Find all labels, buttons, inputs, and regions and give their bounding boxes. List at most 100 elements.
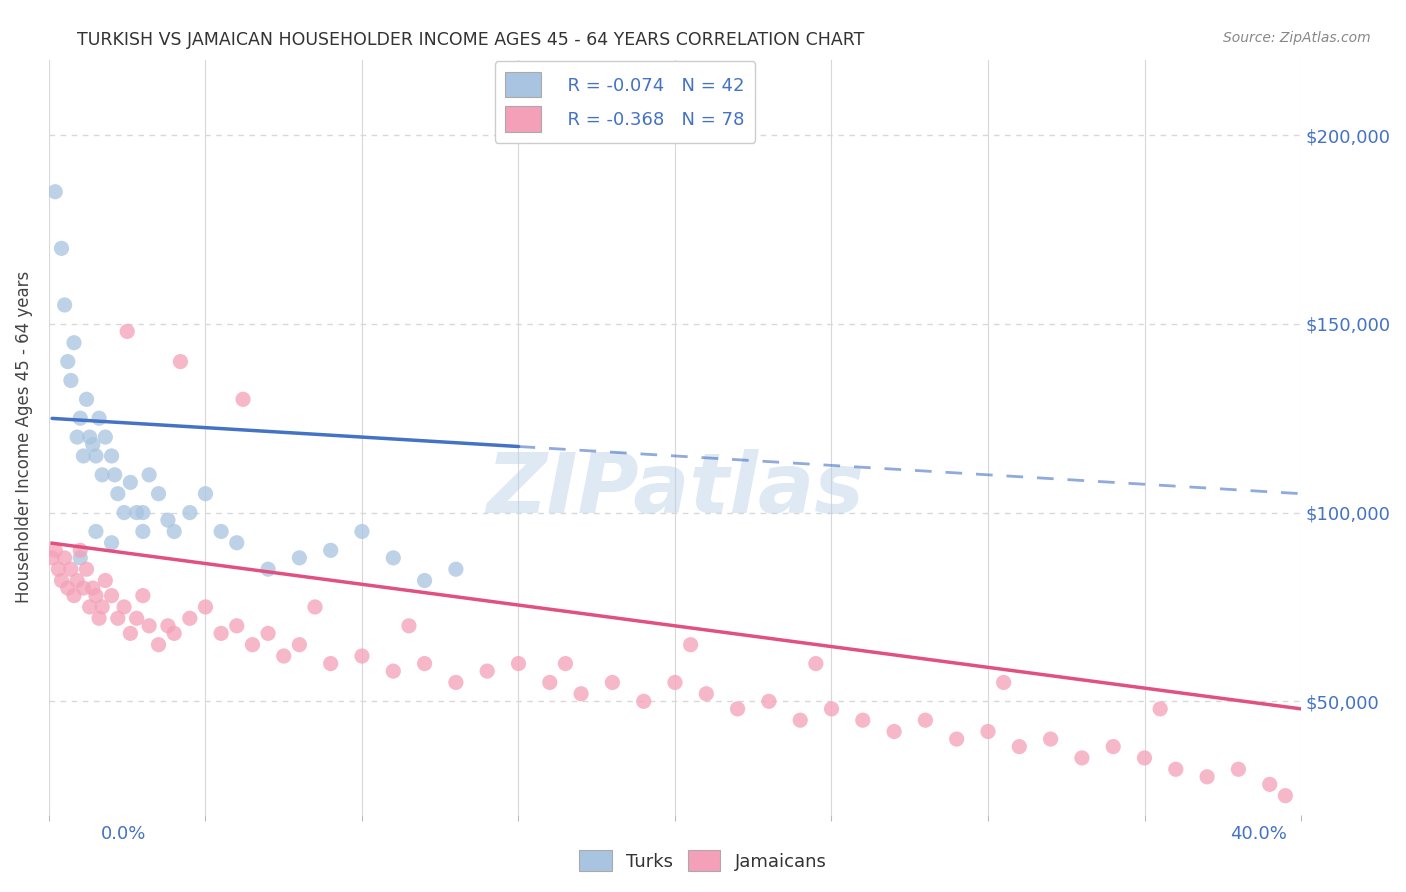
Point <box>993 675 1015 690</box>
Point <box>304 599 326 614</box>
Point <box>194 486 217 500</box>
Point <box>107 611 129 625</box>
Text: 0.0%: 0.0% <box>101 825 146 843</box>
Point <box>727 702 749 716</box>
Point <box>1102 739 1125 754</box>
Point <box>350 648 373 663</box>
Point <box>112 599 135 614</box>
Point <box>79 599 101 614</box>
Point <box>382 664 405 678</box>
Point <box>100 589 122 603</box>
Point <box>138 467 160 482</box>
Point <box>1008 739 1031 754</box>
Point <box>115 325 138 339</box>
Point <box>125 506 148 520</box>
Point <box>1258 777 1281 791</box>
Point <box>273 648 295 663</box>
Text: ZIPatlas: ZIPatlas <box>486 450 863 531</box>
Point <box>257 626 280 640</box>
Point <box>82 581 104 595</box>
Point <box>413 574 436 588</box>
Point <box>87 411 110 425</box>
Point <box>44 543 66 558</box>
Point <box>41 550 63 565</box>
Point <box>242 638 264 652</box>
Point <box>883 724 905 739</box>
Point <box>69 411 91 425</box>
Point <box>53 298 76 312</box>
Point <box>84 449 107 463</box>
Point <box>232 392 254 407</box>
Point <box>63 589 86 603</box>
Text: Source: ZipAtlas.com: Source: ZipAtlas.com <box>1223 31 1371 45</box>
Point <box>163 626 186 640</box>
Point <box>91 599 114 614</box>
Point <box>789 713 811 727</box>
Point <box>125 611 148 625</box>
Point <box>56 581 79 595</box>
Point <box>225 619 247 633</box>
Point <box>94 574 117 588</box>
Point <box>413 657 436 671</box>
Point <box>69 543 91 558</box>
Point <box>194 599 217 614</box>
Point <box>53 550 76 565</box>
Point <box>138 619 160 633</box>
Point <box>132 524 155 539</box>
Point <box>569 687 592 701</box>
Point <box>59 374 82 388</box>
Point <box>538 675 561 690</box>
Point <box>804 657 827 671</box>
Point <box>319 543 342 558</box>
Point <box>1164 762 1187 776</box>
Point <box>100 535 122 549</box>
Point <box>51 574 73 588</box>
Legend:   R = -0.074   N = 42,   R = -0.368   N = 78: R = -0.074 N = 42, R = -0.368 N = 78 <box>495 61 755 143</box>
Legend: Turks, Jamaicans: Turks, Jamaicans <box>572 843 834 879</box>
Point <box>350 524 373 539</box>
Point <box>84 589 107 603</box>
Point <box>1039 732 1062 747</box>
Point <box>132 589 155 603</box>
Point <box>148 638 170 652</box>
Point <box>257 562 280 576</box>
Point <box>288 550 311 565</box>
Point <box>602 675 624 690</box>
Point <box>382 550 405 565</box>
Point <box>59 562 82 576</box>
Point <box>76 562 98 576</box>
Point <box>179 506 201 520</box>
Point <box>72 581 94 595</box>
Point <box>66 430 89 444</box>
Text: 40.0%: 40.0% <box>1230 825 1286 843</box>
Point <box>169 354 191 368</box>
Point <box>1274 789 1296 803</box>
Point <box>444 675 467 690</box>
Point <box>87 611 110 625</box>
Point <box>852 713 875 727</box>
Point <box>44 185 66 199</box>
Point <box>56 354 79 368</box>
Point <box>977 724 1000 739</box>
Point <box>63 335 86 350</box>
Point <box>1197 770 1219 784</box>
Point <box>69 550 91 565</box>
Point <box>156 619 179 633</box>
Point <box>1149 702 1171 716</box>
Point <box>76 392 98 407</box>
Point <box>148 486 170 500</box>
Point <box>84 524 107 539</box>
Text: TURKISH VS JAMAICAN HOUSEHOLDER INCOME AGES 45 - 64 YEARS CORRELATION CHART: TURKISH VS JAMAICAN HOUSEHOLDER INCOME A… <box>77 31 865 49</box>
Point <box>1133 751 1156 765</box>
Point <box>508 657 530 671</box>
Point <box>66 574 89 588</box>
Point <box>945 732 967 747</box>
Point <box>758 694 780 708</box>
Point <box>91 467 114 482</box>
Point <box>120 475 142 490</box>
Point <box>104 467 127 482</box>
Point <box>1227 762 1250 776</box>
Point <box>82 437 104 451</box>
Point <box>209 626 232 640</box>
Point <box>820 702 842 716</box>
